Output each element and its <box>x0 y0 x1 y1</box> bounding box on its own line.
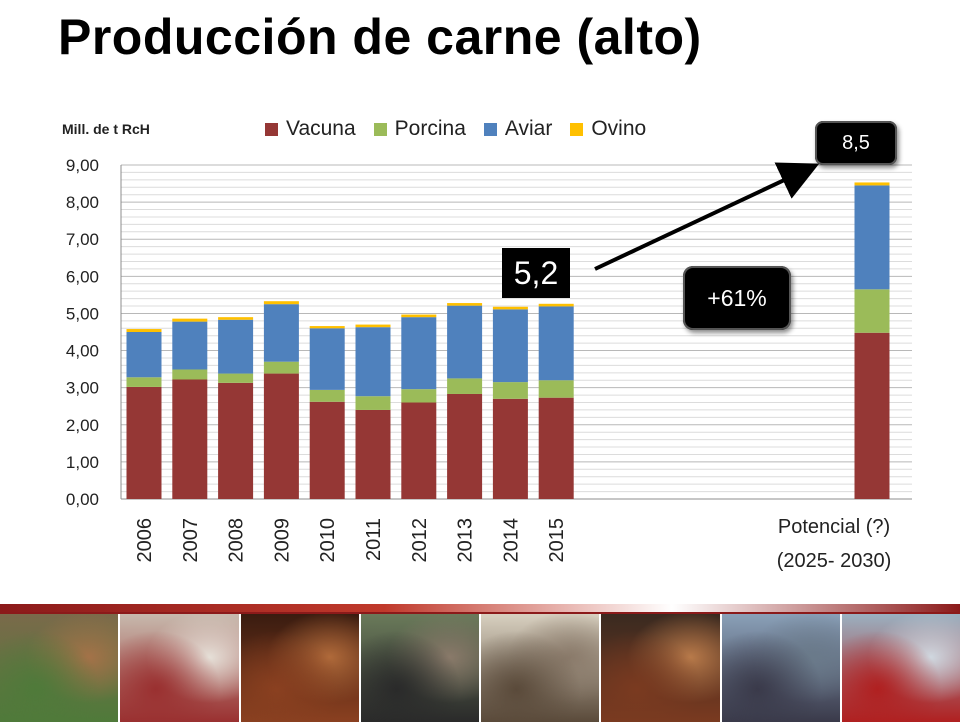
bar-segment-ovino <box>218 317 254 320</box>
bar-segment-aviar <box>172 321 208 370</box>
x-tick-label: 2010 <box>317 518 339 563</box>
growth-label: +61% <box>707 284 767 311</box>
decorative-band <box>0 604 960 612</box>
bar-segment-porcina <box>172 369 208 380</box>
cattle-show-photo <box>358 614 479 722</box>
y-unit-label: Mill. de t RcH <box>62 121 150 137</box>
legend-label-aviar: Aviar <box>504 117 553 140</box>
bar-segment-porcina <box>263 361 299 374</box>
legend-swatch-vacuna <box>265 122 278 136</box>
cattle-field-photo <box>0 614 119 722</box>
x-tick-label: 2011 <box>363 518 385 561</box>
bar-segment-vacuna <box>126 386 162 499</box>
legend-label-ovino: Ovino <box>591 117 647 140</box>
legend-item-vacuna: Vacuna <box>265 117 356 141</box>
bar-segment-aviar <box>492 309 528 383</box>
conference-audience-photo <box>719 614 840 722</box>
legend-label-vacuna: Vacuna <box>286 117 356 140</box>
growth-badge: +61% <box>683 266 791 330</box>
x-tick-label: 2009 <box>271 518 293 563</box>
current-value-box: 5,2 <box>502 248 570 298</box>
bar-segment-aviar <box>355 327 391 397</box>
bar-segment-porcina <box>447 378 483 394</box>
y-tick-label: 2,00 <box>66 416 99 435</box>
bar-segment-aviar <box>126 332 162 378</box>
bar-segment-aviar <box>401 317 437 390</box>
bar-segment-aviar <box>263 304 299 362</box>
legend-item-ovino: Ovino <box>570 117 646 141</box>
bar-segment-ovino <box>355 324 391 328</box>
bar-segment-ovino <box>538 303 574 307</box>
bar-segment-vacuna <box>447 393 483 499</box>
bar-segment-ovino <box>126 329 162 332</box>
butcher-shop-photo <box>118 614 239 722</box>
bar-segment-porcina <box>218 373 254 383</box>
y-tick-label: 6,00 <box>66 267 99 286</box>
x-tick-label: 2012 <box>409 518 431 563</box>
page-title: Producción de carne (alto) <box>58 9 702 65</box>
bar-segment-porcina <box>492 382 528 399</box>
bar-segment-aviar <box>447 305 483 379</box>
photo-strip <box>0 604 960 722</box>
legend-swatch-aviar <box>483 122 497 136</box>
bar-segment-ovino <box>401 314 437 318</box>
bar-segment-porcina <box>401 389 437 403</box>
grilled-steak-photo <box>238 614 359 722</box>
legend-item-porcina: Porcina <box>373 117 466 141</box>
bar-segment-aviar <box>218 319 254 374</box>
bar-segment-ovino <box>492 306 528 310</box>
bar-segment-ovino <box>854 182 890 186</box>
x-tick-label: 2014 <box>500 518 522 563</box>
bar-segment-vacuna <box>263 373 299 499</box>
y-tick-label: 3,00 <box>66 379 99 398</box>
chart-legend: Vacuna Porcina Aviar Ovino <box>265 117 646 141</box>
bar-segment-porcina <box>854 289 890 333</box>
y-tick-label: 1,00 <box>66 453 99 472</box>
y-tick-label: 7,00 <box>66 230 99 249</box>
y-tick-label: 9,00 <box>66 156 99 175</box>
y-tick-label: 4,00 <box>66 342 99 361</box>
bar-segment-porcina <box>126 377 162 387</box>
bar-segment-aviar <box>854 185 890 290</box>
bar-segment-ovino <box>172 318 208 322</box>
bar-segment-ovino <box>447 303 483 306</box>
bar-segment-ovino <box>263 301 299 305</box>
bar-segment-vacuna <box>172 379 208 499</box>
legend-label-porcina: Porcina <box>394 117 466 140</box>
bar-segment-vacuna <box>401 402 437 499</box>
legend-item-aviar: Aviar <box>483 117 553 141</box>
x-tick-label-potential: (2025- 2030) <box>777 550 892 572</box>
bar-segment-vacuna <box>538 397 574 499</box>
bar-segment-porcina <box>355 396 391 410</box>
potential-value-badge: 8,5 <box>815 121 897 165</box>
x-tick-label: 2015 <box>546 518 568 563</box>
asado-spits-photo <box>599 614 720 722</box>
stacked-bar-chart: 0,00 1,00 2,00 3,00 4,00 5,00 6,00 7,00 8,00 9,00… <box>66 156 912 572</box>
y-tick-label: 8,00 <box>66 193 99 212</box>
x-tick-label-potential: Potencial (?) <box>778 516 890 538</box>
bar-segment-porcina <box>309 389 345 402</box>
bar-segment-vacuna <box>854 332 890 499</box>
meeting-table-photo <box>479 614 600 722</box>
bar-segment-vacuna <box>355 409 391 499</box>
y-tick-label: 0,00 <box>66 490 99 509</box>
x-tick-label: 2008 <box>226 518 248 563</box>
legend-swatch-porcina <box>373 122 387 136</box>
bar-segment-porcina <box>538 380 574 398</box>
x-tick-label: 2007 <box>180 518 202 563</box>
bar-segment-ovino <box>309 326 345 329</box>
x-tick-label: 2006 <box>134 518 156 563</box>
current-value-label: 5,2 <box>513 254 559 291</box>
legend-swatch-ovino <box>570 122 584 136</box>
bar-segment-aviar <box>309 328 345 390</box>
x-tick-label: 2013 <box>455 518 477 563</box>
y-tick-label: 5,00 <box>66 304 99 323</box>
cargo-ship-photo <box>839 614 960 722</box>
bar-segment-vacuna <box>492 398 528 499</box>
potential-value-label: 8,5 <box>842 131 870 154</box>
growth-arrow <box>594 162 820 271</box>
bar-segment-vacuna <box>218 382 254 499</box>
bar-segment-aviar <box>538 306 574 381</box>
bar-segment-vacuna <box>309 401 345 499</box>
